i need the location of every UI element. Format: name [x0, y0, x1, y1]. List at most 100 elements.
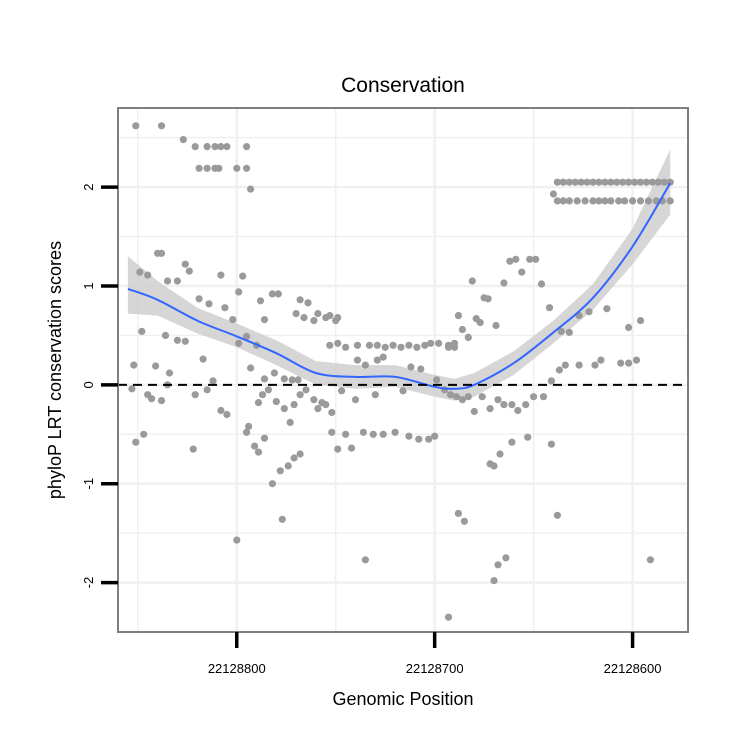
data-point [280, 375, 288, 383]
data-point [490, 462, 498, 470]
data-point [625, 178, 633, 186]
data-point [272, 398, 280, 406]
data-point [597, 356, 605, 364]
data-point [326, 312, 334, 320]
data-point [589, 178, 597, 186]
data-point [203, 386, 211, 394]
data-point [278, 515, 286, 523]
chart-title: Conservation [341, 74, 465, 97]
data-point [342, 430, 350, 438]
data-point [290, 401, 298, 409]
data-point [163, 277, 172, 285]
data-point [431, 432, 439, 440]
data-point [334, 445, 342, 453]
data-point [314, 310, 322, 318]
y-tick-label: 1 [81, 282, 96, 289]
x-axis-ticks: 22128800 22128700 22128600 [208, 632, 662, 676]
data-point [268, 290, 276, 298]
y-tick-label: -2 [81, 577, 96, 589]
data-point [300, 314, 308, 322]
data-point [425, 435, 433, 443]
data-point [547, 377, 556, 385]
data-point [399, 387, 407, 395]
data-point [595, 178, 603, 186]
data-point [243, 143, 251, 151]
data-point [217, 271, 225, 279]
data-point [571, 178, 579, 186]
data-point [140, 430, 148, 438]
data-point [435, 339, 443, 347]
data-point [381, 343, 389, 351]
data-point [545, 304, 554, 312]
data-point [274, 290, 282, 298]
data-point [128, 385, 136, 393]
data-point [179, 136, 187, 144]
data-point [591, 361, 599, 369]
data-point [617, 359, 625, 367]
data-point [629, 197, 637, 205]
data-point [371, 391, 379, 399]
data-point [361, 556, 369, 564]
data-point [322, 401, 330, 409]
data-point [553, 511, 562, 519]
x-tick-label: 22128600 [604, 661, 662, 676]
data-point [217, 143, 225, 151]
data-point [397, 343, 405, 351]
data-point [636, 178, 645, 186]
data-point [173, 336, 181, 344]
data-point [458, 325, 466, 334]
data-point [243, 164, 251, 172]
data-point [296, 296, 304, 304]
data-point [229, 316, 237, 324]
data-point [625, 323, 633, 332]
data-point [666, 178, 674, 186]
data-point [185, 267, 193, 275]
data-point [247, 185, 255, 193]
data-point [407, 363, 415, 371]
data-point [615, 197, 623, 205]
data-point [292, 310, 300, 318]
data-point [607, 178, 615, 186]
data-point [209, 377, 217, 385]
data-point [235, 288, 243, 296]
data-point [304, 299, 312, 307]
data-point [217, 406, 225, 415]
data-point [276, 467, 284, 475]
confidence-band [127, 149, 671, 401]
data-point [642, 178, 651, 186]
data-point [460, 517, 468, 525]
data-point [365, 341, 373, 349]
data-point [415, 435, 423, 443]
data-point [427, 339, 435, 347]
data-point [258, 391, 267, 399]
data-point [148, 395, 156, 403]
data-point [233, 164, 241, 172]
data-point [433, 376, 441, 384]
data-point [144, 271, 152, 279]
data-point [494, 561, 502, 569]
data-point [157, 249, 166, 257]
data-point [648, 178, 657, 186]
data-point [490, 577, 498, 585]
data-point [373, 356, 381, 364]
data-point [152, 362, 160, 370]
data-point [500, 401, 508, 409]
data-point [646, 556, 655, 564]
data-point [468, 277, 476, 285]
data-point [338, 387, 346, 395]
data-point [537, 280, 546, 288]
data-point [470, 407, 478, 416]
data-point [260, 375, 269, 383]
data-point [561, 361, 569, 369]
data-point [464, 393, 472, 401]
data-point [294, 376, 302, 384]
data-point [264, 386, 272, 394]
data-point [243, 428, 251, 436]
data-point [458, 396, 466, 404]
data-point [518, 268, 526, 276]
data-point [603, 305, 611, 313]
data-point [613, 178, 621, 186]
data-point [660, 178, 668, 186]
data-point [260, 316, 269, 324]
